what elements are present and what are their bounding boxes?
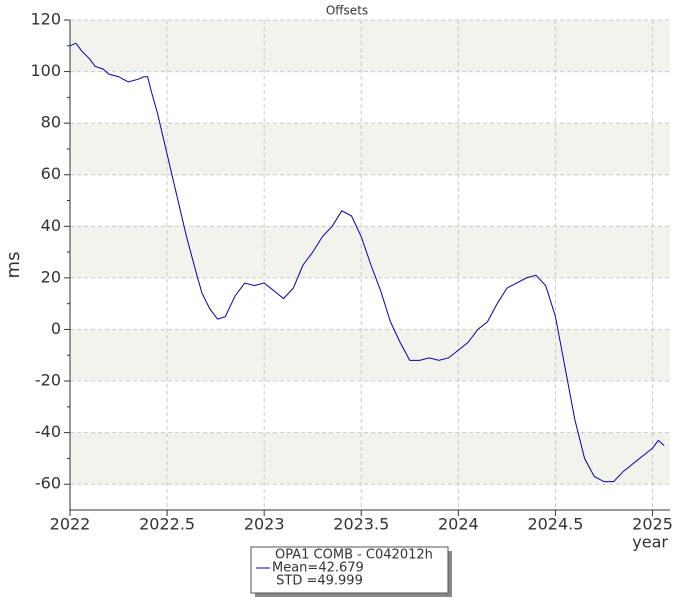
chart-title: Offsets (326, 4, 368, 18)
x-tick-label: 2024 (438, 515, 479, 534)
grid-band (70, 226, 670, 278)
x-tick-label: 2025 (632, 515, 673, 534)
y-tick-label: 40 (41, 216, 61, 235)
y-tick-label: -20 (35, 371, 61, 390)
x-axis-label: year (632, 533, 668, 552)
y-tick-label: -40 (35, 422, 61, 441)
y-tick-label: 100 (30, 61, 61, 80)
x-tick-label: 2023 (244, 515, 285, 534)
x-tick-label: 2023.5 (333, 515, 389, 534)
grid-band (70, 329, 670, 382)
y-tick-label: 60 (41, 164, 61, 183)
y-axis-label: ms (3, 252, 24, 279)
x-tick-label: 2022 (50, 515, 91, 534)
x-tick-label: 2024.5 (527, 515, 583, 534)
grid-band (70, 123, 670, 175)
y-tick-label: 20 (41, 267, 61, 286)
y-tick-label: 80 (41, 113, 61, 132)
x-tick-label: 2022.5 (139, 515, 195, 534)
data-line (69, 42, 665, 483)
grid-band (70, 432, 670, 485)
grid-band (70, 20, 670, 72)
legend-stat: STD =49.999 (272, 574, 363, 589)
legend-label: OPA1 COMB - C042012h (275, 548, 433, 563)
y-tick-label: 120 (30, 10, 61, 29)
y-tick-label: 0 (51, 319, 61, 338)
legend-stat: Mean=42.679 (272, 561, 364, 576)
y-tick-label: -60 (35, 474, 61, 493)
legend-box (250, 546, 449, 594)
